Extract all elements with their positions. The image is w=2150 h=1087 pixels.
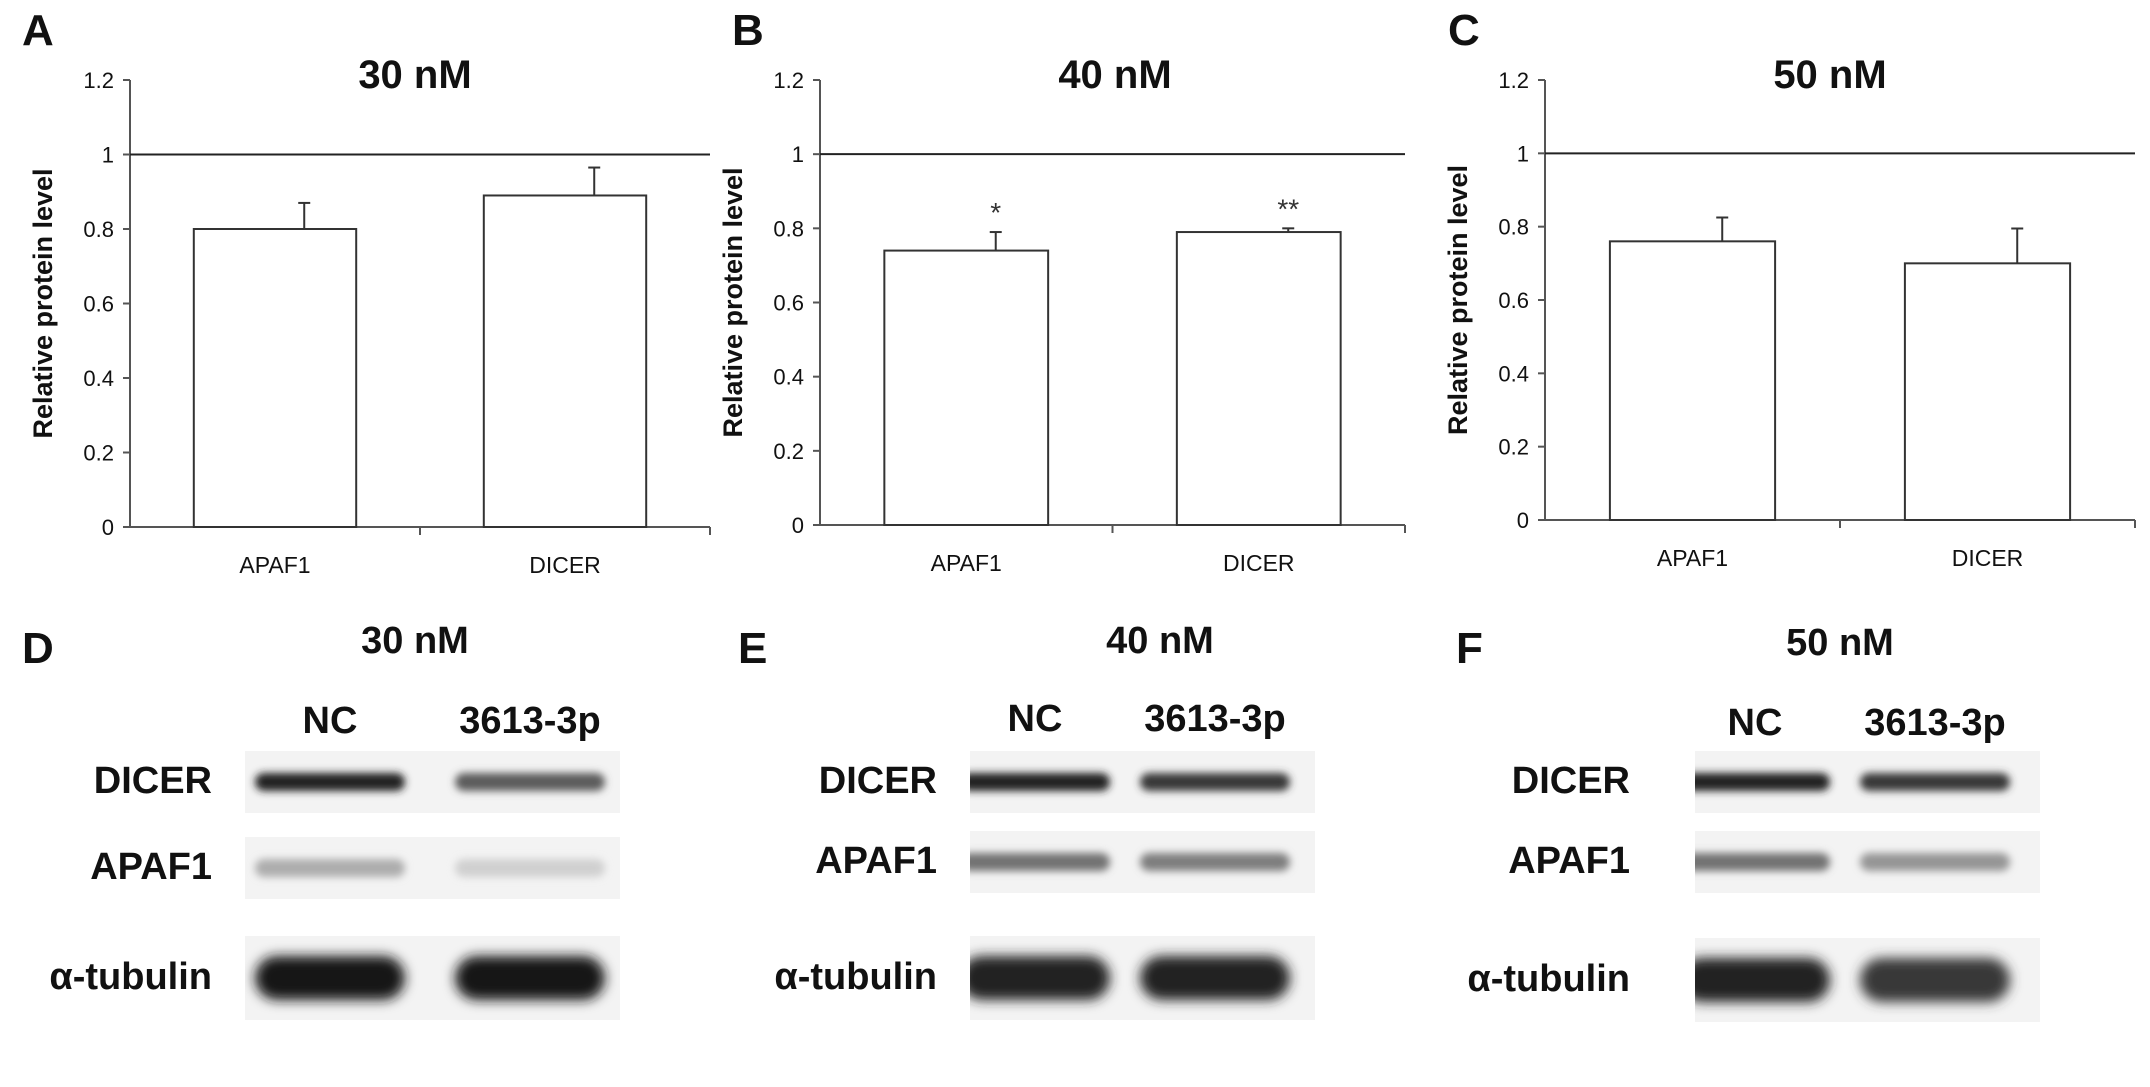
y-tick-label: 1.2 [1498, 68, 1529, 93]
bar-chart-50nm: 50 nM Relative protein level 0 0.2 0.4 0.6 0.8… [1443, 53, 2136, 571]
bar-chart-40nm: 40 nM Relative protein level 0 0.2 0.4 0.6 0.8… [718, 53, 1406, 576]
chart-title: 40 nM [1058, 53, 1171, 97]
panel-letter-a: A [22, 6, 54, 55]
y-tick-label: 0.8 [773, 216, 804, 241]
significance-marker: * [990, 197, 1001, 228]
western-blot-40nm: 40 nM NC 3613-3p DICER APAF1 α-tubulin [715, 600, 1430, 1087]
chart-title: 30 nM [358, 53, 471, 97]
bar [1175, 231, 1342, 527]
blot-title: 30 nM [361, 620, 469, 662]
blot-row-label: DICER [1511, 760, 1630, 802]
y-tick-label: 0.8 [83, 217, 114, 242]
x-tick-label: APAF1 [239, 552, 310, 578]
protein-band [255, 773, 405, 791]
blot-strip [245, 751, 620, 813]
lane-label: 3613-3p [1864, 702, 2006, 744]
bar [883, 249, 1050, 526]
blot-row-label: APAF1 [815, 840, 937, 882]
x-tick-label: APAF1 [1657, 545, 1728, 571]
blot-row-label: APAF1 [90, 846, 212, 888]
x-tick-label: DICER [1952, 545, 2024, 571]
western-blot-50nm: 50 nM NC 3613-3p DICER APAF1 α-tubulin [1430, 600, 2150, 1087]
y-tick-label: 0.2 [83, 441, 114, 466]
x-tick-label: DICER [529, 552, 601, 578]
blot-strip [245, 936, 620, 1020]
y-axis-label: Relative protein level [1443, 165, 1473, 435]
y-tick-label: 0.6 [1498, 288, 1529, 313]
protein-band [1860, 958, 2010, 1002]
y-tick-label: 0.4 [83, 366, 114, 391]
lane-label: NC [302, 700, 358, 742]
protein-band [1695, 773, 1830, 791]
western-blot-30nm: 30 nM NC 3613-3p DICER APAF1 α-tubulin [0, 600, 715, 1087]
y-tick-label: 0.6 [773, 291, 804, 316]
blot-row-label: α-tubulin [774, 956, 937, 998]
y-axis-label: Relative protein level [718, 167, 748, 437]
blot-title: 40 nM [1106, 620, 1214, 662]
blot-strip [1695, 831, 2040, 893]
protein-band [255, 956, 405, 1000]
protein-band [455, 859, 605, 877]
protein-band [1140, 956, 1290, 1000]
y-tick-label: 0 [792, 513, 804, 538]
y-tick-label: 0 [1517, 508, 1529, 533]
bar [1608, 240, 1777, 521]
protein-band [970, 773, 1110, 791]
bar-chart-30nm: 30 nM Relative protein level 0 0.2 0.4 0.6 0.8… [28, 53, 711, 578]
y-tick-label: 1 [792, 142, 804, 167]
blot-strip [970, 751, 1315, 813]
y-tick-label: 0.2 [1498, 435, 1529, 460]
panel-letter-b: B [732, 6, 764, 55]
panel-letter-d: D [22, 624, 54, 673]
lane-label: 3613-3p [459, 700, 601, 742]
y-tick-label: 1 [1517, 141, 1529, 166]
panel-letter-f: F [1456, 624, 1483, 673]
panel-letter-c: C [1448, 6, 1480, 55]
blot-row-label: DICER [818, 760, 937, 802]
protein-band [1860, 853, 2010, 871]
blot-row-label: DICER [93, 760, 212, 802]
bar [192, 228, 358, 528]
blot-strip [970, 936, 1315, 1020]
lane-label: 3613-3p [1144, 698, 1286, 740]
protein-band [1695, 853, 1830, 871]
y-tick-label: 1 [102, 143, 114, 168]
y-tick-label: 1.2 [83, 68, 114, 93]
protein-band [1695, 958, 1830, 1002]
panel-letter-e: E [738, 624, 768, 673]
blot-strip [1695, 938, 2040, 1022]
blot-strip [245, 837, 620, 899]
chart-title: 50 nM [1773, 53, 1886, 97]
x-tick-label: DICER [1223, 550, 1295, 576]
y-tick-label: 0.8 [1498, 215, 1529, 240]
bar [482, 194, 648, 528]
y-tick-label: 1.2 [773, 68, 804, 93]
blot-strip [970, 831, 1315, 893]
y-tick-label: 0.2 [773, 439, 804, 464]
protein-band [455, 956, 605, 1000]
protein-band [970, 853, 1110, 871]
protein-band [1140, 773, 1290, 791]
protein-band [455, 773, 605, 791]
blot-row-label: α-tubulin [1467, 958, 1630, 1000]
y-tick-label: 0.4 [773, 365, 804, 390]
y-tick-label: 0.6 [83, 292, 114, 317]
protein-band [1140, 853, 1290, 871]
protein-band [1860, 773, 2010, 791]
blot-row-label: α-tubulin [49, 956, 212, 998]
blot-row-label: APAF1 [1508, 840, 1630, 882]
lane-label: NC [1727, 702, 1783, 744]
bar [1903, 262, 2072, 521]
significance-marker: ** [1277, 193, 1299, 224]
x-tick-label: APAF1 [931, 550, 1002, 576]
lane-label: NC [1007, 698, 1063, 740]
protein-band [255, 859, 405, 877]
blot-strip [1695, 751, 2040, 813]
y-axis-label: Relative protein level [28, 168, 58, 438]
y-tick-label: 0.4 [1498, 361, 1529, 386]
blot-title: 50 nM [1786, 622, 1894, 664]
protein-band [970, 956, 1110, 1000]
y-tick-label: 0 [102, 515, 114, 540]
